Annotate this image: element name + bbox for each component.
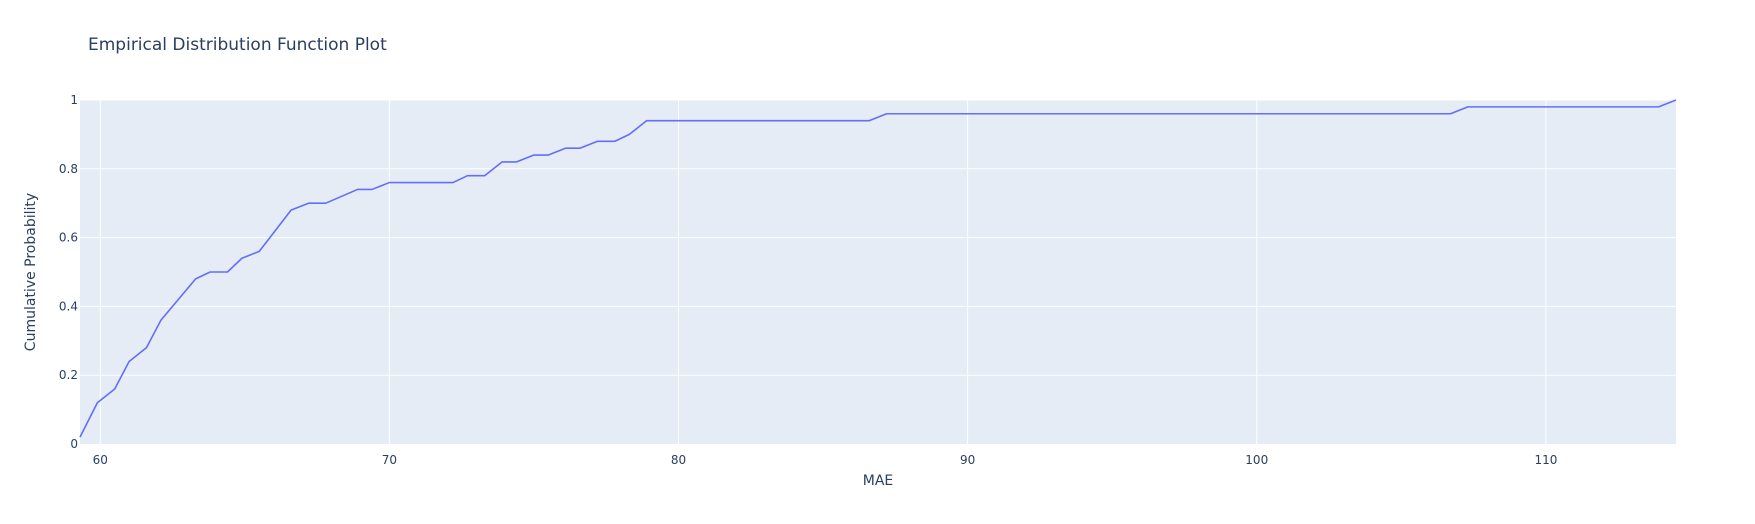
x-tick-label: 70	[382, 453, 397, 467]
y-tick-label: 0.2	[59, 368, 78, 382]
x-tick-label: 60	[93, 453, 108, 467]
series-layer	[79, 99, 1677, 438]
grid	[80, 99, 1676, 444]
y-tick-label: 0.8	[59, 162, 78, 176]
x-tick-label: 80	[671, 453, 686, 467]
chart-title: Empirical Distribution Function Plot	[88, 35, 387, 55]
x-tick-label: 100	[1245, 453, 1268, 467]
x-tick-label: 90	[960, 453, 975, 467]
tick-labels: 60 70 80 90 100 110 0 0.2 0.4 0.6 0.8 1	[59, 93, 1557, 467]
plot-area	[80, 100, 1676, 444]
x-tick-label: 110	[1534, 453, 1557, 467]
ecdf-series-line	[79, 99, 1677, 438]
y-tick-label: 0.4	[59, 299, 78, 313]
y-tick-label: 1	[70, 93, 78, 107]
y-axis-title: Cumulative Probability	[23, 193, 39, 351]
y-tick-label: 0.6	[59, 231, 78, 245]
y-tick-label: 0	[70, 437, 78, 451]
x-axis-title: MAE	[863, 473, 894, 489]
